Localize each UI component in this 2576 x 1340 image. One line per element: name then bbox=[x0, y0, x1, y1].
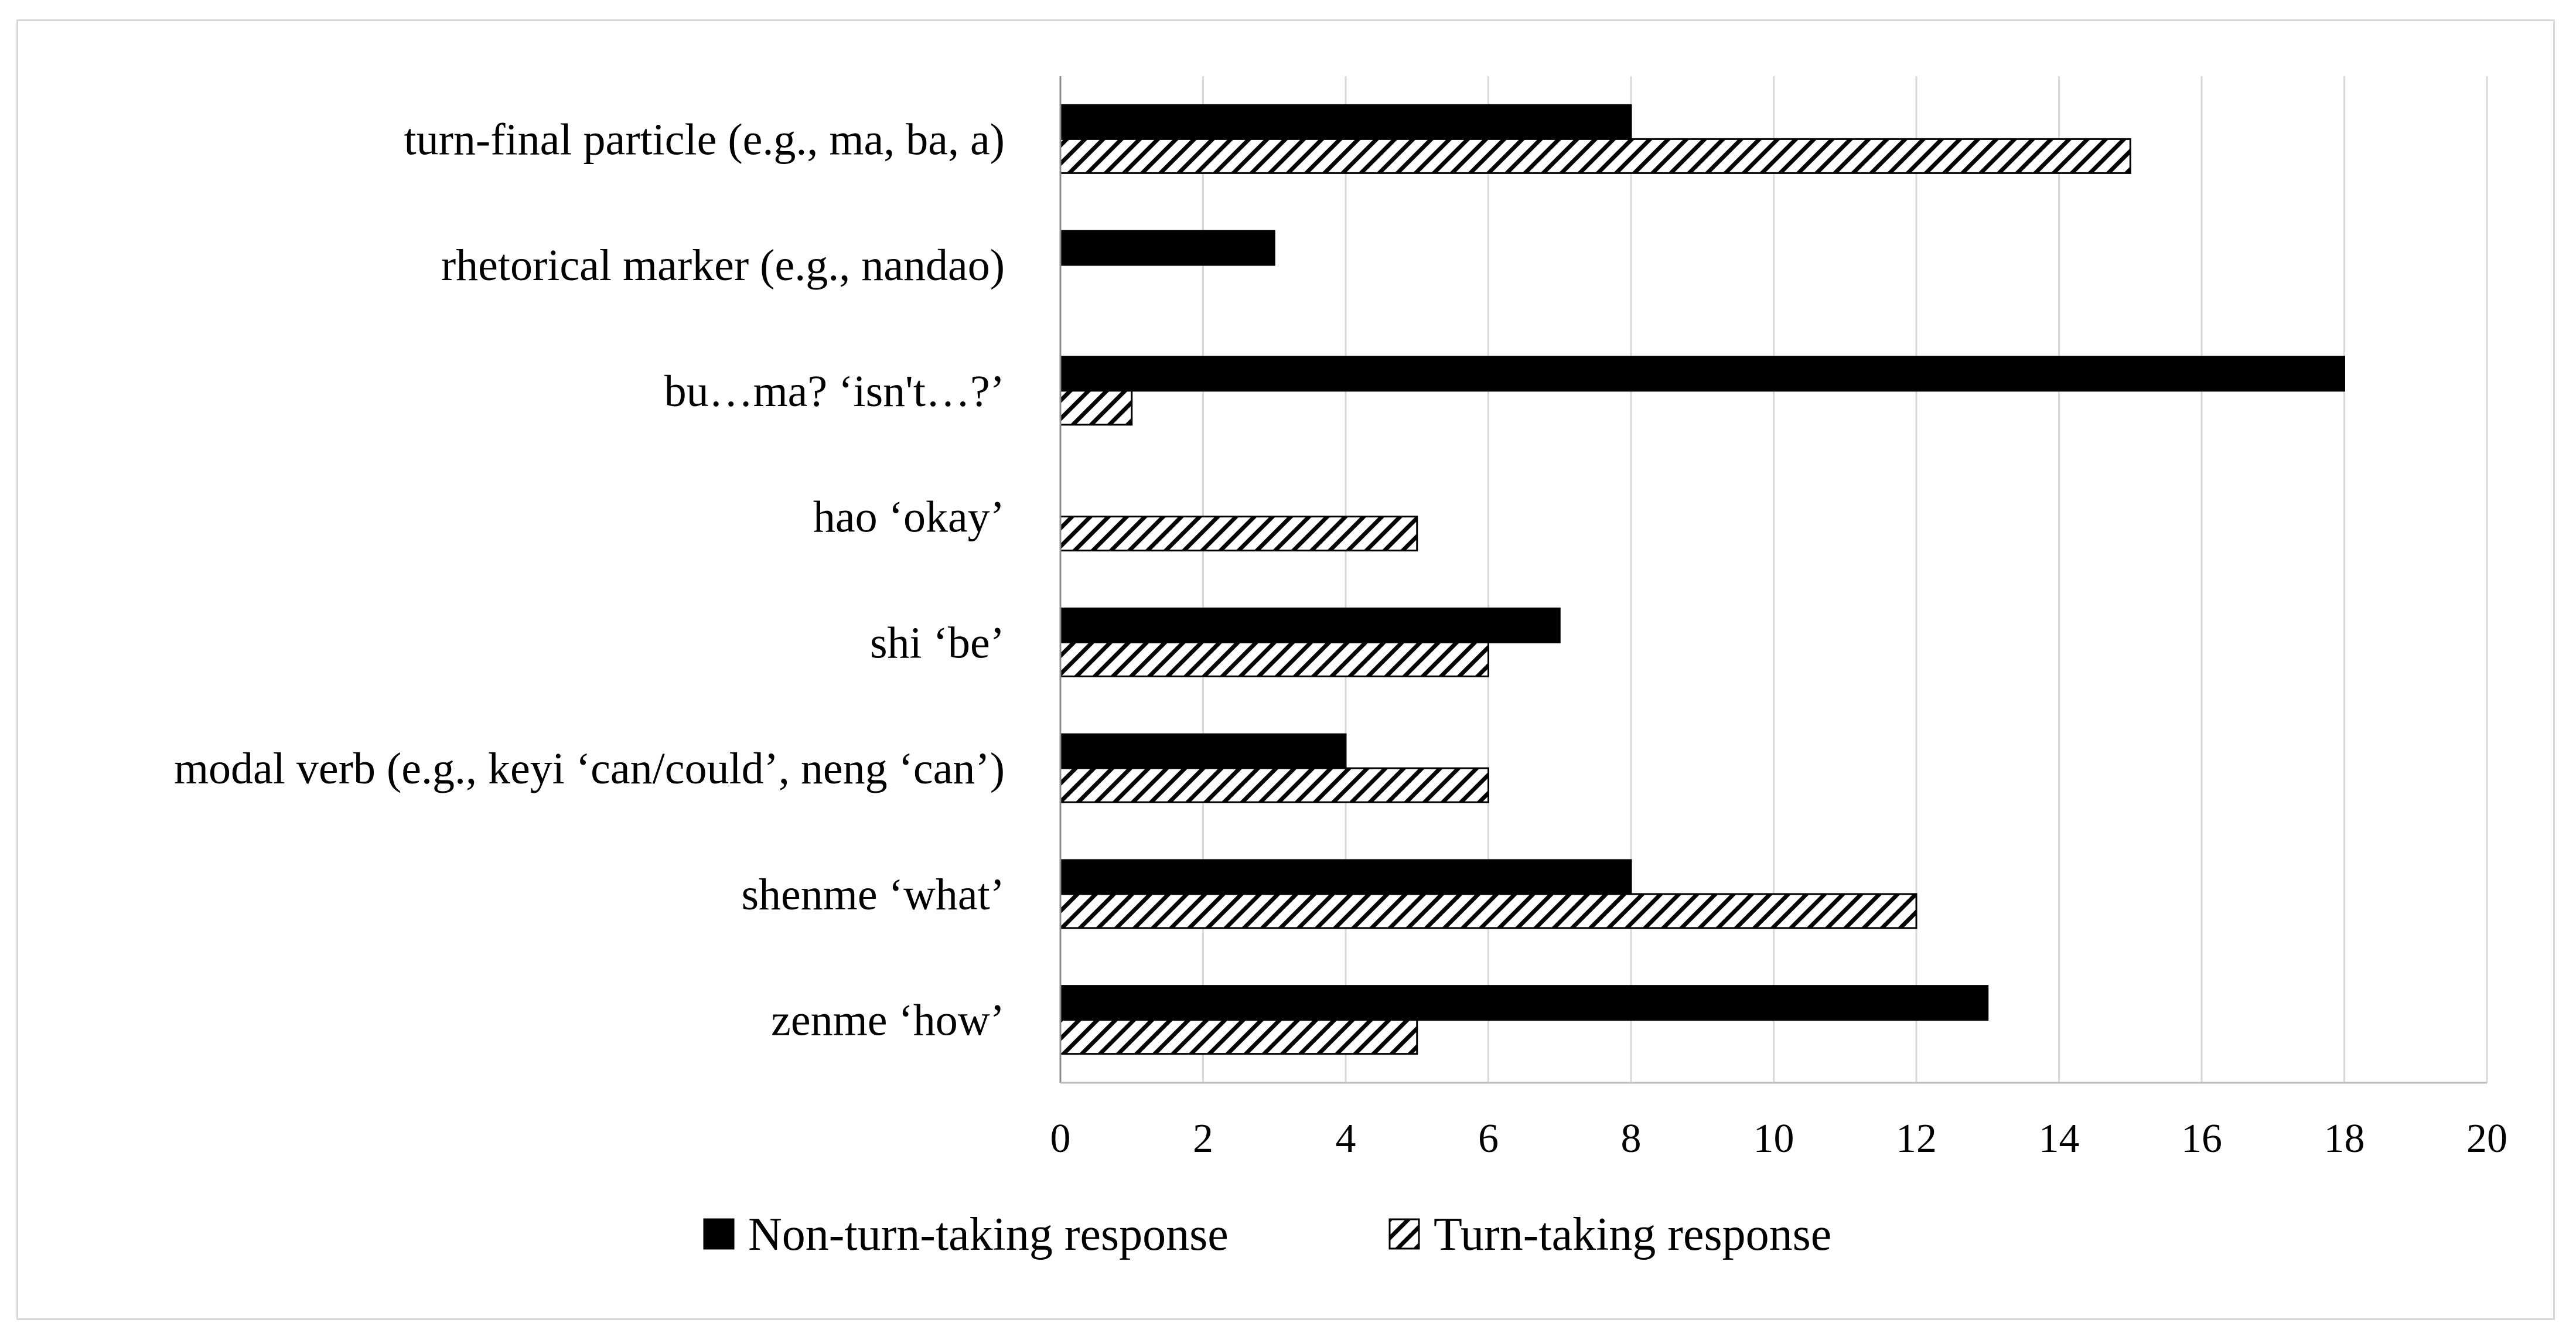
x-tick-label: 0 bbox=[1050, 1116, 1071, 1161]
category-label: turn-final particle (e.g., ma, ba, a) bbox=[404, 115, 1005, 164]
category-label: shi ‘be’ bbox=[870, 618, 1005, 667]
category-label: shenme ‘what’ bbox=[741, 870, 1005, 919]
bar-turn-taking-0 bbox=[1059, 138, 2131, 174]
category-label: zenme ‘how’ bbox=[771, 996, 1005, 1045]
x-tick-label: 16 bbox=[2181, 1116, 2222, 1161]
category-label: modal verb (e.g., keyi ‘can/could’, neng… bbox=[174, 744, 1005, 793]
bar-non-turn-taking-1 bbox=[1059, 230, 1275, 266]
bar-turn-taking-3 bbox=[1059, 516, 1418, 552]
bar-non-turn-taking-4 bbox=[1059, 607, 1561, 643]
x-axis bbox=[1059, 76, 2487, 1084]
bar-turn-taking-6 bbox=[1059, 893, 1918, 929]
bar-non-turn-taking-2 bbox=[1059, 356, 2345, 392]
x-tick-label: 10 bbox=[1753, 1116, 1794, 1161]
legend: Non-turn-taking response Turn-taking resp… bbox=[703, 1209, 1831, 1260]
x-tick-label: 20 bbox=[2466, 1116, 2507, 1161]
x-tick-label: 4 bbox=[1336, 1116, 1356, 1161]
x-tick-label: 8 bbox=[1621, 1116, 1642, 1161]
x-tick-label: 14 bbox=[2039, 1116, 2080, 1161]
x-tick-label: 6 bbox=[1478, 1116, 1499, 1161]
bar-non-turn-taking-0 bbox=[1059, 104, 1632, 140]
x-tick-label: 2 bbox=[1193, 1116, 1213, 1161]
category-label: bu…ma? ‘isn't…?’ bbox=[664, 367, 1005, 416]
category-label: hao ‘okay’ bbox=[813, 493, 1005, 542]
category-label: rhetorical marker (e.g., nandao) bbox=[441, 241, 1005, 290]
legend-label-non-turn-taking: Non-turn-taking response bbox=[748, 1209, 1229, 1260]
gridlines bbox=[1202, 76, 2488, 1083]
bar-turn-taking-4 bbox=[1059, 641, 1489, 677]
bar-non-turn-taking-7 bbox=[1059, 985, 1989, 1021]
bar-non-turn-taking-5 bbox=[1059, 733, 1347, 769]
x-tick-label: 12 bbox=[1896, 1116, 1937, 1161]
legend-label-turn-taking: Turn-taking response bbox=[1434, 1209, 1831, 1260]
legend-swatch-non-turn-taking bbox=[703, 1218, 735, 1250]
bar-turn-taking-2 bbox=[1059, 390, 1133, 426]
x-tick-label: 18 bbox=[2324, 1116, 2365, 1161]
bar-turn-taking-5 bbox=[1059, 767, 1489, 803]
bar-non-turn-taking-6 bbox=[1059, 859, 1632, 895]
category-labels: turn-final particle (e.g., ma, ba, a) rhe… bbox=[174, 115, 1005, 1045]
legend-swatch-turn-taking bbox=[1388, 1218, 1420, 1250]
bar-turn-taking-7 bbox=[1059, 1019, 1418, 1055]
bars bbox=[1059, 104, 2345, 1055]
x-tick-labels: 0 2 4 6 8 10 12 14 16 18 20 bbox=[1050, 1116, 2508, 1161]
